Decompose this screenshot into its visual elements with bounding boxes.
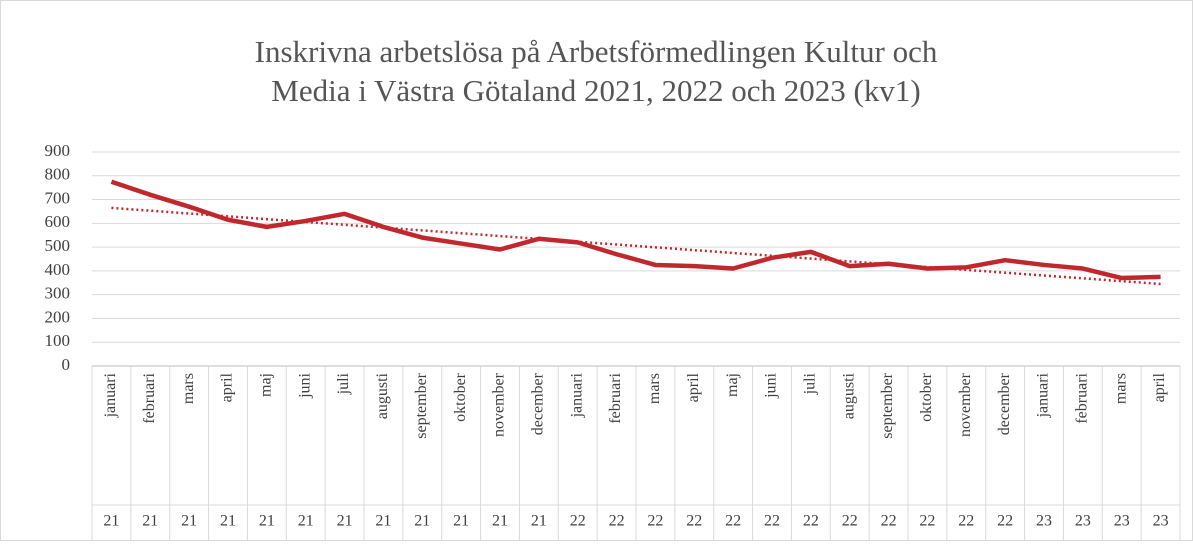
- x-tick-label: augusti: [374, 372, 391, 419]
- x-year-label: 21: [298, 513, 314, 530]
- y-tick-label: 0: [62, 355, 71, 374]
- x-tick-label: september: [413, 372, 430, 438]
- x-year-label: 21: [337, 513, 353, 530]
- x-year-label: 22: [842, 513, 858, 530]
- x-year-label: 21: [453, 513, 469, 530]
- y-tick-label: 100: [45, 331, 71, 350]
- data-line: [110, 179, 1161, 281]
- x-tick-label: september: [879, 372, 896, 438]
- x-tick-label: december: [530, 372, 547, 435]
- x-year-label: 22: [958, 513, 974, 530]
- x-tick-label: januari: [568, 372, 585, 418]
- x-tick-label: mars: [646, 373, 663, 404]
- x-year-label: 21: [492, 513, 508, 530]
- x-tick-label: mars: [1112, 373, 1129, 404]
- x-year-label: 22: [570, 513, 586, 530]
- x-year-label: 21: [414, 513, 430, 530]
- x-tick-label: oktober: [452, 372, 469, 422]
- x-tick-label: februari: [607, 372, 624, 423]
- x-year-label: 22: [686, 513, 702, 530]
- x-tick-label: juni: [296, 372, 313, 398]
- x-year-label: 21: [181, 513, 197, 530]
- x-tick-label: maj: [258, 373, 275, 397]
- y-tick-label: 400: [45, 260, 71, 279]
- x-tick-label: augusti: [840, 372, 857, 419]
- x-tick-label: juli: [802, 372, 819, 395]
- x-tick-label: april: [1151, 372, 1168, 402]
- trend-line: [111, 206, 1161, 286]
- x-tick-label: januari: [102, 372, 119, 418]
- x-year-label: 22: [997, 513, 1013, 530]
- x-year-label: 23: [1036, 513, 1052, 530]
- x-tick-label: april: [685, 372, 702, 402]
- y-tick-label: 500: [45, 236, 71, 255]
- x-year-label: 21: [375, 513, 391, 530]
- x-year-label: 22: [647, 513, 663, 530]
- y-tick-label: 300: [45, 284, 71, 303]
- x-tick-label: november: [491, 372, 508, 437]
- x-year-label: 21: [531, 513, 547, 530]
- x-tick-label: mars: [180, 373, 197, 404]
- x-year-label: 21: [259, 513, 275, 530]
- x-year-label: 23: [1075, 513, 1091, 530]
- x-tick-label: juli: [335, 372, 352, 395]
- x-tick-label: december: [996, 372, 1013, 435]
- chart-title: Inskrivna arbetslösa på Arbetsförmedling…: [255, 34, 938, 69]
- x-year-label: 21: [142, 513, 158, 530]
- x-tick-label: maj: [724, 373, 741, 397]
- x-year-label: 22: [919, 513, 935, 530]
- x-year-label: 21: [220, 513, 236, 530]
- x-year-label: 23: [1114, 513, 1130, 530]
- chart-title: Media i Västra Götaland 2021, 2022 och 2…: [271, 73, 920, 108]
- y-tick-label: 200: [45, 307, 71, 326]
- x-tick-label: november: [957, 372, 974, 437]
- x-tick-label: april: [219, 372, 236, 402]
- y-tick-label: 600: [45, 212, 71, 231]
- x-year-label: 22: [725, 513, 741, 530]
- y-tick-label: 800: [45, 165, 71, 184]
- x-year-label: 21: [103, 513, 119, 530]
- x-tick-label: januari: [1035, 372, 1052, 418]
- x-tick-label: oktober: [918, 372, 935, 422]
- x-year-label: 22: [609, 513, 625, 530]
- y-tick-label: 700: [45, 188, 71, 207]
- x-year-label: 22: [803, 513, 819, 530]
- x-tick-label: februari: [141, 372, 158, 423]
- y-tick-label: 900: [45, 141, 71, 160]
- x-year-label: 22: [764, 513, 780, 530]
- x-tick-label: juni: [763, 372, 780, 398]
- x-year-label: 23: [1153, 513, 1169, 530]
- x-year-label: 22: [881, 513, 897, 530]
- x-tick-label: februari: [1074, 372, 1091, 423]
